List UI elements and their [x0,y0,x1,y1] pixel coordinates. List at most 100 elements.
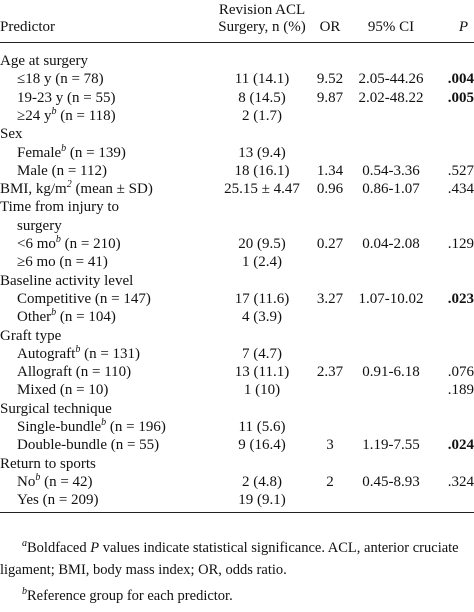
predictor: <6 mob (n = 210) [17,235,121,253]
revision-count: 2 (1.7) [242,107,282,124]
footnote: aBoldfaced P values indicate statistical… [0,537,470,581]
predictor-label: Graft type [0,327,62,344]
predictor-detail: (n = 118) [56,107,116,124]
footnote-marker: b [55,234,61,245]
confidence-interval: 0.45-8.93 [362,473,420,490]
bottom-rule [0,512,474,513]
revision-count: 11 (5.6) [238,419,286,435]
footnote-marker: b [51,307,57,319]
predictor-detail: (n = 131) [80,345,141,362]
footnote-marker: b [51,105,57,117]
predictor: Double-bundle (n = 55) [17,436,159,454]
predictor: Single-bundleb (n = 196) [17,418,166,436]
predictor: surgery [17,217,62,235]
p-value: .005 [447,89,474,106]
footnote-marker: b [22,586,27,598]
predictor: Male (n = 112) [17,162,107,180]
revision-count: 13 (9.4) [238,144,286,161]
predictor-label: Double-bundle (n = 55) [17,437,160,454]
footnote-marker: b [101,417,107,428]
revision-count: 1 (10) [243,382,281,399]
revision-count: 2 (4.8) [242,473,282,490]
predictor: Nob (n = 42) [17,472,93,491]
header-count: Surgery, n (%) [218,19,306,35]
header-rule [0,42,474,43]
predictor-label: Sex [0,126,23,143]
predictor-label: ≤18 y (n = 78) [17,71,104,88]
revision-count: 4 (3.9) [242,309,282,326]
predictor-label: Competitive (n = 147) [17,290,151,307]
p-value: .527 [447,162,474,179]
footnote-marker: b [75,343,81,355]
p-value: .076 [447,364,474,381]
revision-count: 8 (14.5) [238,89,286,106]
predictor: Graft type [0,327,61,345]
predictor-detail: (n = 104) [56,309,116,326]
p-value: .024 [447,437,474,454]
revision-count: 18 (16.1) [234,162,290,179]
predictor: Mixed (n = 10) [17,381,108,399]
confidence-interval: 0.86-1.07 [362,181,420,198]
predictor-detail: (n = 42) [40,473,93,490]
revision-count: 19 (9.1) [238,492,286,509]
predictor: 19-23 y (n = 55) [17,89,115,107]
odds-ratio: 3.27 [316,290,344,307]
p-value: .434 [447,181,474,198]
predictor-detail: (n = 196) [106,419,166,435]
p-value: .129 [447,236,474,252]
odds-ratio: 0.27 [316,236,344,252]
predictor-label: Surgical technique [0,400,112,417]
confidence-interval: 2.05-44.26 [358,71,424,88]
predictor-label: Age at surgery [0,53,89,69]
revision-count: 13 (11.1) [234,364,290,381]
revision-count: 20 (9.5) [238,236,286,252]
predictor-label: 19-23 y (n = 55) [17,89,116,106]
confidence-interval: 2.02-48.22 [358,89,424,106]
header-or: OR [319,19,341,35]
predictor: Age at surgery [0,52,88,70]
revision-count: 9 (16.4) [238,437,286,454]
predictor-label: Return to sports [0,455,96,472]
predictor-label: Single-bundle [17,419,102,435]
predictor: Femaleb (n = 139) [17,143,126,162]
footnote-marker: 2 [66,179,72,191]
predictor: ≤18 y (n = 78) [17,70,104,88]
predictor-detail: (n = 210) [60,236,121,252]
confidence-interval: 1.07-10.02 [358,290,424,307]
footnote-text: Reference group for each predictor. [27,588,233,604]
revision-count: 1 (2.4) [242,254,282,271]
confidence-interval: 0.54-3.36 [362,162,420,179]
header-count: Revision ACL [218,2,306,18]
p-value: .189 [447,382,474,399]
confidence-interval: 0.91-6.18 [362,364,420,381]
revision-count: 7 (4.7) [242,345,282,362]
revision-count: 11 (14.1) [234,71,290,88]
odds-ratio: 9.87 [316,89,344,106]
predictor: Return to sports [0,455,96,473]
predictor-label: Time from injury to [0,199,120,216]
confidence-interval: 1.19-7.55 [362,437,420,454]
revision-count: 17 (11.6) [234,290,290,307]
footnote: bReference group for each predictor. [0,585,470,607]
odds-ratio: 2.37 [316,364,344,381]
predictor-label: surgery [17,217,62,234]
predictor-label: Mixed (n = 10) [17,382,109,399]
odds-ratio: 9.52 [316,71,344,88]
footnote-italic: P [90,540,100,556]
predictor-label: ≥24 y [17,107,52,124]
predictor: ≥6 mo (n = 41) [17,253,108,271]
predictor-detail: (mean ± SD) [71,181,153,198]
predictor: Allograft (n = 110) [17,363,131,381]
predictor-label: No [17,473,36,490]
header-ci: 95% CI [367,19,415,35]
predictor: Autograftb (n = 131) [17,343,141,363]
predictor-label: BMI, kg/m [0,181,67,198]
predictor: Time from injury to [0,198,119,216]
predictor: ≥24 yb (n = 118) [17,105,116,125]
footnote-text: Boldfaced [27,540,91,556]
footnote-text: values indicate statistical significance… [0,540,459,578]
revision-count: 25.15 ± 4.47 [224,181,300,198]
predictor: Baseline activity level [0,272,133,290]
predictor-label: Male (n = 112) [17,162,107,179]
